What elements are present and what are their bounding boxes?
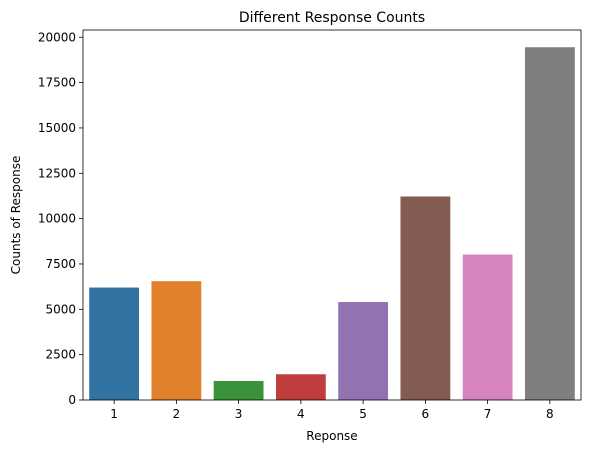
- bar-7: [462, 254, 513, 400]
- bar-1: [89, 287, 140, 400]
- y-tick-label: 2500: [45, 348, 76, 362]
- x-tick-label: 4: [297, 407, 305, 421]
- plot-frame: [82, 29, 582, 401]
- bar-3: [213, 380, 264, 400]
- y-tick-label: 12500: [38, 166, 76, 180]
- x-tick-label: 1: [110, 407, 118, 421]
- x-axis-label: Reponse: [306, 429, 357, 443]
- bar-8: [524, 47, 575, 400]
- y-tick-label: 20000: [38, 30, 76, 44]
- y-tick-label: 0: [68, 393, 76, 407]
- x-tick-label: 7: [484, 407, 492, 421]
- bar-5: [338, 302, 389, 400]
- x-tick-label: 3: [235, 407, 243, 421]
- y-tick-label: 7500: [45, 257, 76, 271]
- x-tick-label: 5: [359, 407, 367, 421]
- x-tick-label: 2: [173, 407, 181, 421]
- bar-6: [400, 196, 451, 400]
- ticks-layer: 1 2 3 4 5 6 7 8 0 2500 5000 7500 10000 12500 15000 1750…: [38, 30, 554, 421]
- y-tick-label: 17500: [38, 76, 76, 90]
- chart-title: Different Response Counts: [239, 10, 425, 26]
- bar-2: [151, 281, 202, 400]
- y-tick-label: 5000: [45, 302, 76, 316]
- y-tick-label: 10000: [38, 212, 76, 226]
- y-axis-label: Counts of Response: [9, 156, 23, 275]
- x-tick-label: 6: [422, 407, 430, 421]
- bars-layer: [89, 47, 575, 400]
- y-tick-label: 15000: [38, 121, 76, 135]
- x-tick-label: 8: [546, 407, 554, 421]
- bar-4: [275, 374, 326, 400]
